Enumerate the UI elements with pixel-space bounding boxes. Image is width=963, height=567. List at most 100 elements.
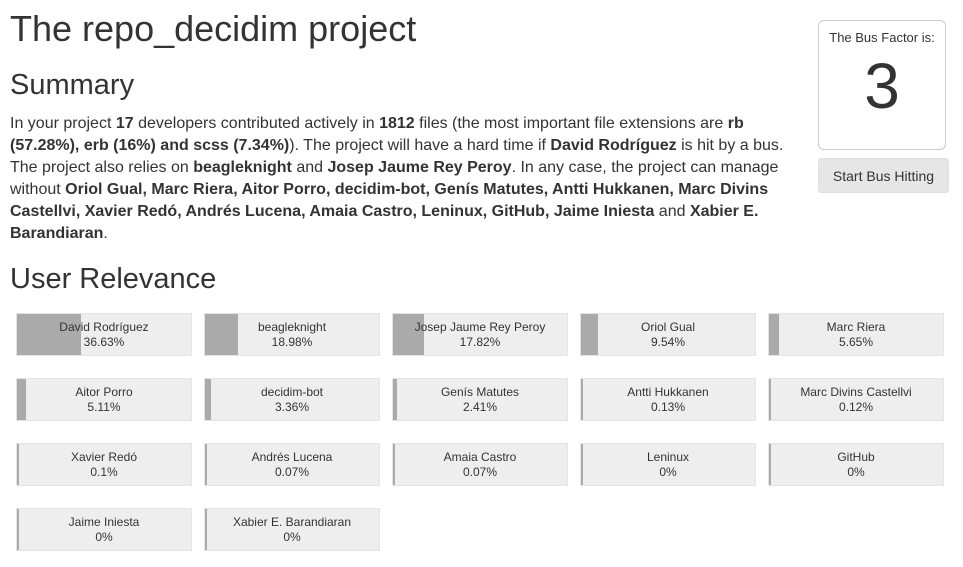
user-relevance-card: Josep Jaume Rey Peroy 17.82% <box>392 313 568 356</box>
file-extension: erb (16%) <box>83 137 156 154</box>
summary-paragraph: In your project 17 developers contribute… <box>10 113 800 245</box>
user-relevance-text: Oriol Gual 9.54% <box>581 320 755 350</box>
user-name: Genís Matutes <box>440 385 520 399</box>
user-relevance-percent: 9.54% <box>650 335 686 349</box>
summary-text-segment: . In any case, the project can manage wi… <box>10 159 779 198</box>
relevance-bar <box>17 314 81 355</box>
bus-factor-value: 3 <box>864 50 900 122</box>
user-relevance-text: decidim-bot 3.36% <box>205 385 379 415</box>
user-relevance-text: Aitor Porro 5.11% <box>17 385 191 415</box>
file-extension: scss (7.34%) <box>193 137 290 154</box>
user-relevance-percent: 3.36% <box>274 400 310 414</box>
summary-text-segment: and <box>654 203 690 220</box>
user-name: Antti Hukkanen <box>627 385 709 399</box>
relevance-bar <box>581 444 583 485</box>
user-relevance-text: Antti Hukkanen 0.13% <box>581 385 755 415</box>
user-relevance-text: Andrés Lucena 0.07% <box>205 450 379 480</box>
relevance-bar <box>205 444 207 485</box>
user-relevance-card: Marc Divins Castellvi 0.12% <box>768 378 944 421</box>
user-name: David Rodríguez <box>59 320 149 334</box>
user-relevance-text: Amaia Castro 0.07% <box>393 450 567 480</box>
user-relevance-text: Marc Divins Castellvi 0.12% <box>769 385 943 415</box>
user-name: decidim-bot <box>260 385 324 399</box>
user-name: Jaime Iniesta <box>68 515 140 529</box>
user-relevance-card: David Rodríguez 36.63% <box>16 313 192 356</box>
relevance-bar <box>769 379 771 420</box>
user-relevance-card: decidim-bot 3.36% <box>204 378 380 421</box>
optional-developer-last: Xabier E. Barandiaran <box>10 203 759 242</box>
relevance-bar <box>393 314 424 355</box>
user-relevance-heading: User Relevance <box>10 263 217 295</box>
user-relevance-text: Marc Riera 5.65% <box>769 320 943 350</box>
user-name: Xabier E. Barandiaran <box>232 515 352 529</box>
user-relevance-percent: 0% <box>847 465 865 479</box>
file-extension: rb (57.28%) <box>10 115 744 154</box>
summary-text-segment: developers contributed actively in <box>133 115 380 132</box>
relevance-bar <box>581 314 598 355</box>
user-relevance-card: Genís Matutes 2.41% <box>392 378 568 421</box>
relevance-bar <box>769 444 771 485</box>
user-relevance-card: Marc Riera 5.65% <box>768 313 944 356</box>
user-name: Xavier Redó <box>70 450 138 464</box>
user-relevance-percent: 0.07% <box>462 465 498 479</box>
user-relevance-percent: 0% <box>659 465 677 479</box>
bus-factor-label: The Bus Factor is: <box>829 30 935 45</box>
user-name: Marc Divins Castellvi <box>800 385 912 399</box>
relevance-bar <box>581 379 583 420</box>
user-name: Aitor Porro <box>75 385 133 399</box>
user-relevance-text: Josep Jaume Rey Peroy 17.82% <box>393 320 567 350</box>
relevance-bar <box>205 379 211 420</box>
user-name: beagleknight <box>257 320 327 334</box>
user-relevance-percent: 0.07% <box>274 465 310 479</box>
summary-text-segment: and <box>291 159 328 176</box>
summary-text-segment: . <box>103 225 108 242</box>
user-name: Oriol Gual <box>640 320 696 334</box>
developer-count: 17 <box>115 115 134 132</box>
summary-text-segment: and <box>155 137 194 154</box>
critical-developer: David Rodríguez <box>550 137 677 154</box>
user-relevance-percent: 0% <box>283 530 301 544</box>
user-relevance-card: Xavier Redó 0.1% <box>16 443 192 486</box>
relevance-bar <box>205 509 207 550</box>
summary-text-segment: ). The project will have a hard time if <box>289 137 551 154</box>
user-relevance-percent: 17.82% <box>459 335 501 349</box>
user-relevance-card: Oriol Gual 9.54% <box>580 313 756 356</box>
relevance-bar <box>17 509 19 550</box>
user-relevance-card: Antti Hukkanen 0.13% <box>580 378 756 421</box>
summary-heading: Summary <box>10 69 135 101</box>
user-relevance-card: GitHub 0% <box>768 443 944 486</box>
start-bus-hitting-button[interactable]: Start Bus Hitting <box>818 158 949 193</box>
user-relevance-card: Amaia Castro 0.07% <box>392 443 568 486</box>
user-relevance-percent: 36.63% <box>83 335 125 349</box>
user-relevance-card: Leninux 0% <box>580 443 756 486</box>
user-relevance-percent: 2.41% <box>462 400 498 414</box>
user-relevance-card: Jaime Iniesta 0% <box>16 508 192 551</box>
user-name: Andrés Lucena <box>251 450 333 464</box>
bus-factor-box: The Bus Factor is: 3 <box>818 20 946 150</box>
relevance-bar <box>17 444 19 485</box>
user-relevance-percent: 0.12% <box>838 400 874 414</box>
user-relevance-card: Andrés Lucena 0.07% <box>204 443 380 486</box>
relevance-bar <box>393 444 395 485</box>
user-relevance-card: beagleknight 18.98% <box>204 313 380 356</box>
user-relevance-percent: 0% <box>95 530 113 544</box>
user-relevance-percent: 5.65% <box>838 335 874 349</box>
optional-developers: Oriol Gual, Marc Riera, Aitor Porro, dec… <box>10 181 769 220</box>
user-relevance-percent: 0.1% <box>90 465 118 479</box>
page-title: The repo_decidim project <box>10 8 417 49</box>
user-relevance-percent: 0.13% <box>650 400 686 414</box>
user-relevance-text: Jaime Iniesta 0% <box>17 515 191 545</box>
summary-text-segment: In your project <box>10 115 116 132</box>
user-relevance-card: Xabier E. Barandiaran 0% <box>204 508 380 551</box>
relevance-bar <box>17 379 26 420</box>
relevance-bar <box>205 314 238 355</box>
user-relevance-percent: 18.98% <box>271 335 313 349</box>
relevance-bar <box>393 379 397 420</box>
user-relevance-card: Aitor Porro 5.11% <box>16 378 192 421</box>
user-name: Amaia Castro <box>443 450 517 464</box>
user-relevance-percent: 5.11% <box>87 400 121 414</box>
relied-developer: beagleknight <box>193 159 292 176</box>
user-name: Leninux <box>646 450 690 464</box>
user-relevance-text: David Rodríguez 36.63% <box>17 320 191 350</box>
summary-text-segment: , <box>74 137 84 154</box>
